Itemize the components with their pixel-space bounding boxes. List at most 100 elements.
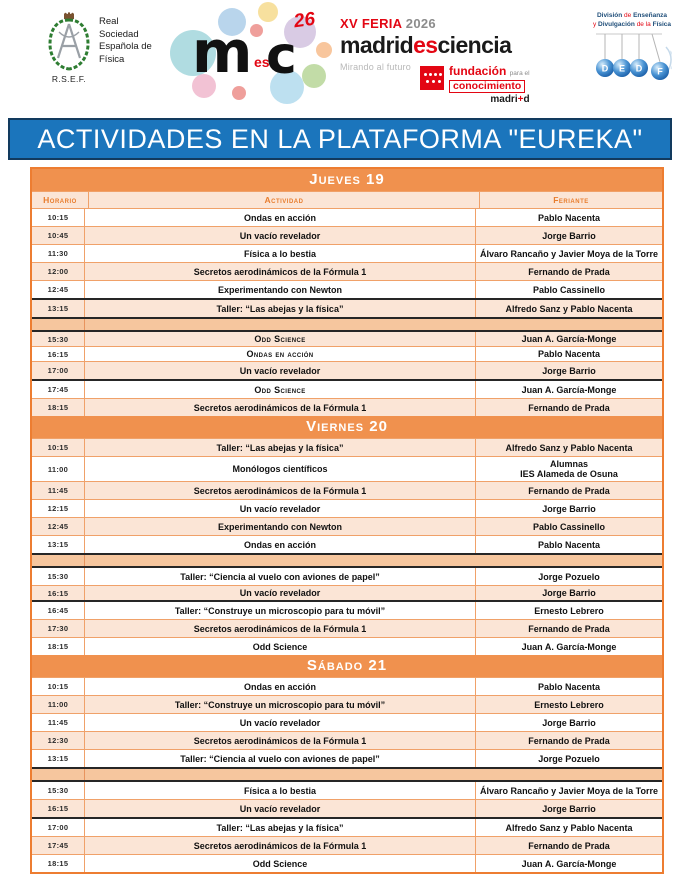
text-segment: Enseñanza: [633, 12, 668, 19]
actividad-cell: Secretos aerodinámicos de la Fórmula 1: [85, 620, 476, 637]
horario-cell: 18:15: [32, 638, 85, 655]
bubble-decoration: [232, 86, 246, 100]
cradle-ball-letter: D: [602, 64, 609, 74]
text-segment: de: [624, 12, 634, 19]
actividad-cell: Odd Science: [85, 332, 476, 346]
madridesciencia-wordmark: madridesciencia: [340, 32, 550, 59]
actividad-cell: Ondas en acción: [85, 347, 476, 361]
actividad-cell: Un vacío revelador: [85, 586, 476, 600]
table-row: 13:15 Taller: “Las abejas y la física” Alf…: [32, 298, 662, 317]
actividad-cell: Taller: “Ciencia al vuelo con aviones de…: [85, 750, 476, 767]
bubble-decoration: [270, 70, 304, 104]
horario-cell: 10:45: [32, 227, 85, 244]
text-segment: d: [523, 94, 530, 105]
rsef-crest-icon: [48, 12, 90, 71]
bubble-decoration: [258, 2, 278, 22]
actividad-label: Un vacío revelador: [239, 365, 321, 376]
horario-cell: 13:15: [32, 300, 85, 317]
actividad-label: Un vacío revelador: [239, 588, 321, 598]
table-row: 16:15 Un vacío revelador Jorge Barrio: [32, 799, 662, 819]
bubble-decoration: [316, 42, 332, 58]
day-header: Sábado 21: [32, 655, 662, 677]
feriante-cell: Alfredo Sanz y Pablo Nacenta: [505, 442, 633, 453]
actividad-cell: Taller: “Las abejas y la física”: [85, 300, 476, 317]
actividad-label: Odd Science: [254, 334, 306, 344]
newtons-cradle-icon: D E D F: [596, 33, 675, 80]
table-row: 13:15 Taller: “Ciencia al vuelo con avion…: [32, 749, 662, 767]
document-header: R.S.E.F. Real Sociedad Española de Físic…: [0, 0, 680, 114]
actividad-cell: Odd Science: [85, 855, 476, 872]
text-segment: XV FERIA: [340, 16, 406, 31]
actividad-cell: Secretos aerodinámicos de la Fórmula 1: [85, 732, 476, 749]
text-segment: Divulgación: [598, 20, 637, 28]
logo-script-26: 26: [292, 8, 317, 33]
horario-cell: 11:45: [32, 482, 85, 499]
actividad-label: Física a lo bestia: [243, 785, 317, 796]
table-row: 10:15 Ondas en acción Pablo Nacenta: [32, 677, 662, 695]
feriante-cell: Juan A. García-Monge: [521, 384, 617, 395]
table-row: 11:45 Un vacío revelador Jorge Barrio: [32, 713, 662, 731]
horario-cell: 17:00: [32, 362, 85, 379]
horario-cell: 11:00: [32, 457, 85, 481]
actividad-label: Un vacío revelador: [239, 717, 321, 728]
actividad-label: Experimentando con Newton: [217, 284, 342, 295]
feriante-cell: Alfredo Sanz y Pablo Nacenta: [505, 303, 633, 314]
madridesciencia-bubbles-logo: m es c 26: [166, 2, 348, 110]
table-row: 17:45 Secretos aerodinámicos de la Fórmul…: [32, 836, 662, 854]
horario-cell: 16:45: [32, 602, 85, 619]
actividad-cell: Ondas en acción: [85, 536, 476, 553]
actividad-label: Taller: “Ciencia al vuelo con aviones de…: [180, 571, 380, 582]
break-row-span-cell: [85, 555, 662, 566]
feriante-cell: Alumnas IES Alameda de Osuna: [520, 459, 618, 479]
dedf-title-line2: y Divulgación de la Física: [590, 21, 674, 30]
text-segment: de la: [636, 20, 653, 28]
feria-tagline: Mirando al futuro: [340, 62, 411, 72]
actividad-cell: Taller: “Construye un microscopio para t…: [85, 696, 476, 713]
column-header-horario: Horario: [32, 192, 89, 208]
feriante-cell: Jorge Barrio: [542, 588, 596, 598]
actividad-cell: Un vacío revelador: [85, 500, 476, 517]
table-row: 15:30 Física a lo bestia Álvaro Rancaño y …: [32, 782, 662, 799]
bubble-decoration: [302, 64, 326, 88]
actividad-label: Taller: “Ciencia al vuelo con aviones de…: [180, 753, 380, 764]
bubble-decoration: [284, 16, 316, 48]
feriante-cell: Pablo Nacenta: [537, 349, 601, 359]
fundacion-line2: conocimiento: [449, 80, 526, 93]
feriante-cell: Fernando de Prada: [528, 266, 610, 277]
actividad-cell: Un vacío revelador: [85, 362, 476, 379]
horario-cell: 17:30: [32, 620, 85, 637]
table-row: 15:30 Taller: “Ciencia al vuelo con avion…: [32, 568, 662, 585]
feriante-cell: Juan A. García-Monge: [521, 641, 617, 652]
dedf-logo: División de Enseñanza y Divulgación de l…: [590, 12, 675, 88]
feriante-cell: Juan A. García-Monge: [521, 334, 617, 344]
text-segment: +: [517, 94, 524, 105]
actividad-cell: Física a lo bestia: [85, 782, 476, 799]
table-row: 12:45 Experimentando con Newton Pablo Cass…: [32, 517, 662, 535]
feriante-cell: Pablo Cassinello: [532, 521, 606, 532]
rsef-logo: R.S.E.F. Real Sociedad Española de Físic…: [45, 10, 180, 110]
bubble-decoration: [170, 30, 216, 76]
actividad-cell: Ondas en acción: [85, 678, 476, 695]
fundacion-line1: fundación para el: [449, 64, 530, 78]
horario-cell: 12:00: [32, 263, 85, 280]
table-row: 11:30 Física a lo bestia Álvaro Rancaño y …: [32, 244, 662, 262]
break-row-span-cell: [85, 319, 662, 330]
break-row-time-cell: [32, 555, 85, 566]
column-header-feriante: Feriante: [553, 195, 589, 205]
text-segment: madrid: [340, 32, 414, 58]
text-segment: División: [596, 12, 625, 19]
break-row: [32, 317, 662, 332]
feriante-cell: Fernando de Prada: [528, 840, 610, 851]
logo-letters-es: es: [254, 54, 270, 70]
dedf-title-line1: División de Enseñanza: [590, 12, 674, 21]
bubble-decoration: [250, 24, 263, 37]
horario-cell: 18:15: [32, 855, 85, 872]
feriante-cell: Fernando de Prada: [528, 485, 610, 496]
horario-cell: 13:15: [32, 750, 85, 767]
horario-cell: 10:15: [32, 209, 85, 226]
table-row: 12:15 Un vacío revelador Jorge Barrio: [32, 499, 662, 517]
table-row: 18:15 Odd Science Juan A. García-Monge: [32, 637, 662, 655]
text-segment: y: [592, 20, 599, 28]
table-row: 18:15 Secretos aerodinámicos de la Fórmul…: [32, 398, 662, 416]
actividad-label: Secretos aerodinámicos de la Fórmula 1: [193, 735, 367, 746]
